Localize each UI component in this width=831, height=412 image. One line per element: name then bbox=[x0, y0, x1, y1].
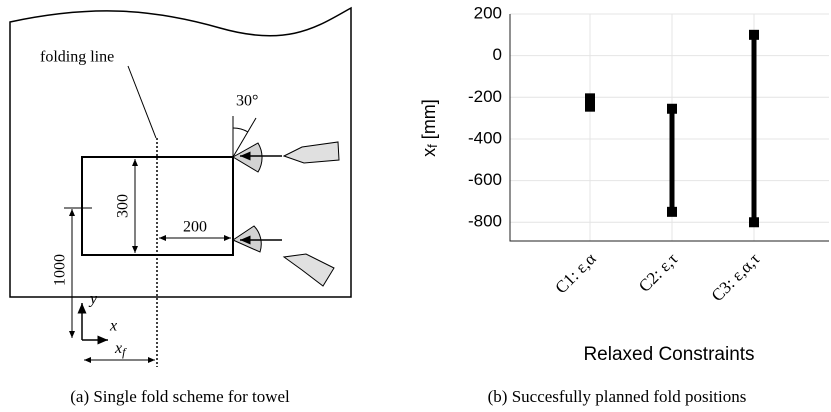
y-tick-label: -600 bbox=[468, 170, 502, 189]
y-tick-label: -800 bbox=[468, 212, 502, 231]
label: 1000 bbox=[52, 254, 69, 286]
range-end bbox=[749, 217, 759, 228]
label: 200 bbox=[183, 219, 207, 236]
angle-arc bbox=[232, 127, 249, 133]
axis bbox=[509, 14, 829, 242]
caption: (a) Single fold scheme for towel bbox=[70, 387, 290, 406]
angle-line bbox=[232, 117, 257, 158]
x-tick-label: C1: ε,α bbox=[551, 249, 599, 297]
y-axis-label: [mm] bbox=[419, 99, 439, 139]
label: x bbox=[114, 340, 122, 357]
y-tick-label: -200 bbox=[468, 87, 502, 106]
label: folding line bbox=[40, 49, 114, 66]
label: x bbox=[109, 318, 117, 335]
x-tick-label: C3: ε,α,τ bbox=[708, 249, 764, 305]
towel-outline bbox=[9, 6, 352, 298]
gripper bbox=[231, 225, 262, 253]
gripper bbox=[232, 142, 263, 173]
x-tick-label: C2: ε,τ bbox=[635, 249, 682, 296]
y-axis-label: f bbox=[425, 144, 440, 148]
y-axis-label: xf [mm] bbox=[419, 99, 441, 157]
tool bbox=[282, 141, 340, 164]
range-end bbox=[585, 93, 595, 104]
range-end bbox=[667, 103, 677, 114]
tool bbox=[282, 253, 335, 287]
y-axis-label: x bbox=[419, 148, 439, 157]
range-end bbox=[585, 101, 595, 112]
label: 30° bbox=[236, 93, 258, 110]
label: xf bbox=[114, 340, 127, 359]
range-end bbox=[749, 29, 759, 40]
label: y bbox=[88, 291, 98, 308]
towel-diagram bbox=[9, 6, 352, 367]
y-tick-label: 200 bbox=[474, 3, 502, 22]
leader bbox=[127, 65, 157, 139]
range-end bbox=[667, 206, 677, 217]
y-tick-label: -400 bbox=[468, 128, 502, 147]
caption: (b) Succesfully planned fold positions bbox=[488, 387, 747, 406]
chart: 200 0 -200 -400 -600 -800 C1: ε,α C2: ε,τ C3: ε,… bbox=[419, 3, 829, 406]
x-axis-label: Relaxed Constraints bbox=[583, 344, 754, 365]
label: f bbox=[122, 345, 127, 359]
label: 300 bbox=[115, 194, 132, 218]
diagram-labels: folding line 30° 300 200 1000 y x xf (a)… bbox=[40, 49, 290, 406]
y-tick-label: 0 bbox=[493, 45, 502, 64]
